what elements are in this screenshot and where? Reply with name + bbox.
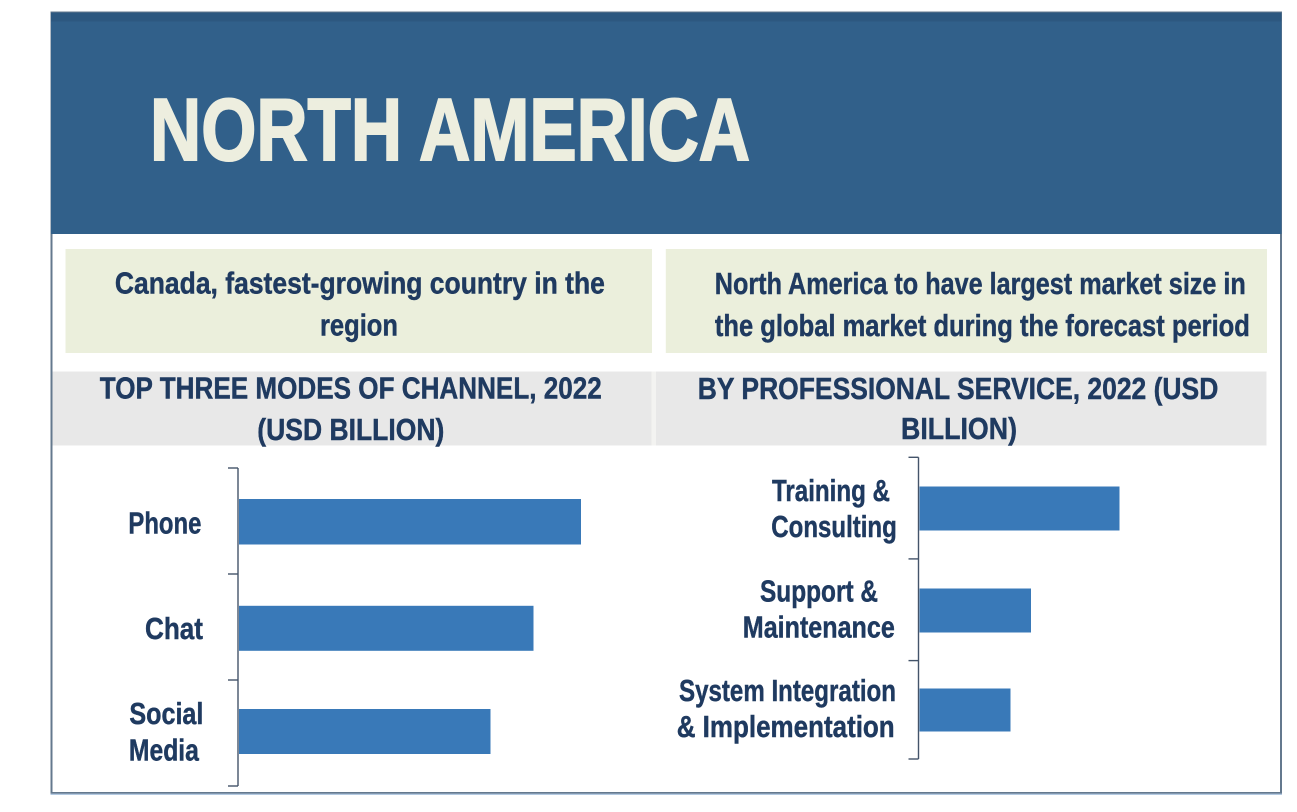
- svg-text:BY PROFESSIONAL SERVICE, 2022: BY PROFESSIONAL SERVICE, 2022 (USD: [698, 371, 1219, 406]
- svg-text:(USD BILLION): (USD BILLION): [257, 412, 444, 447]
- svg-text:& Implementation: & Implementation: [677, 709, 895, 744]
- svg-text:the global market during the f: the global market during the forecast pe…: [715, 308, 1250, 343]
- svg-text:Chat: Chat: [145, 611, 203, 646]
- svg-text:System Integration: System Integration: [679, 673, 896, 708]
- svg-text:Consulting: Consulting: [771, 509, 897, 544]
- svg-text:Social: Social: [129, 696, 203, 731]
- svg-text:Maintenance: Maintenance: [743, 610, 895, 645]
- svg-text:Support &: Support &: [760, 574, 878, 609]
- svg-text:region: region: [320, 308, 398, 343]
- svg-text:Canada, fastest-growing countr: Canada, fastest-growing country in the: [115, 266, 605, 301]
- svg-text:TOP THREE MODES OF CHANNEL, 20: TOP THREE MODES OF CHANNEL, 2022: [100, 371, 602, 406]
- svg-text:North America to have largest: North America to have largest market siz…: [715, 266, 1246, 301]
- svg-text:Training &: Training &: [772, 473, 890, 508]
- svg-text:BILLION): BILLION): [901, 411, 1017, 446]
- svg-text:NORTH AMERICA: NORTH AMERICA: [150, 80, 750, 179]
- svg-text:Phone: Phone: [128, 506, 201, 541]
- svg-text:Media: Media: [129, 732, 200, 767]
